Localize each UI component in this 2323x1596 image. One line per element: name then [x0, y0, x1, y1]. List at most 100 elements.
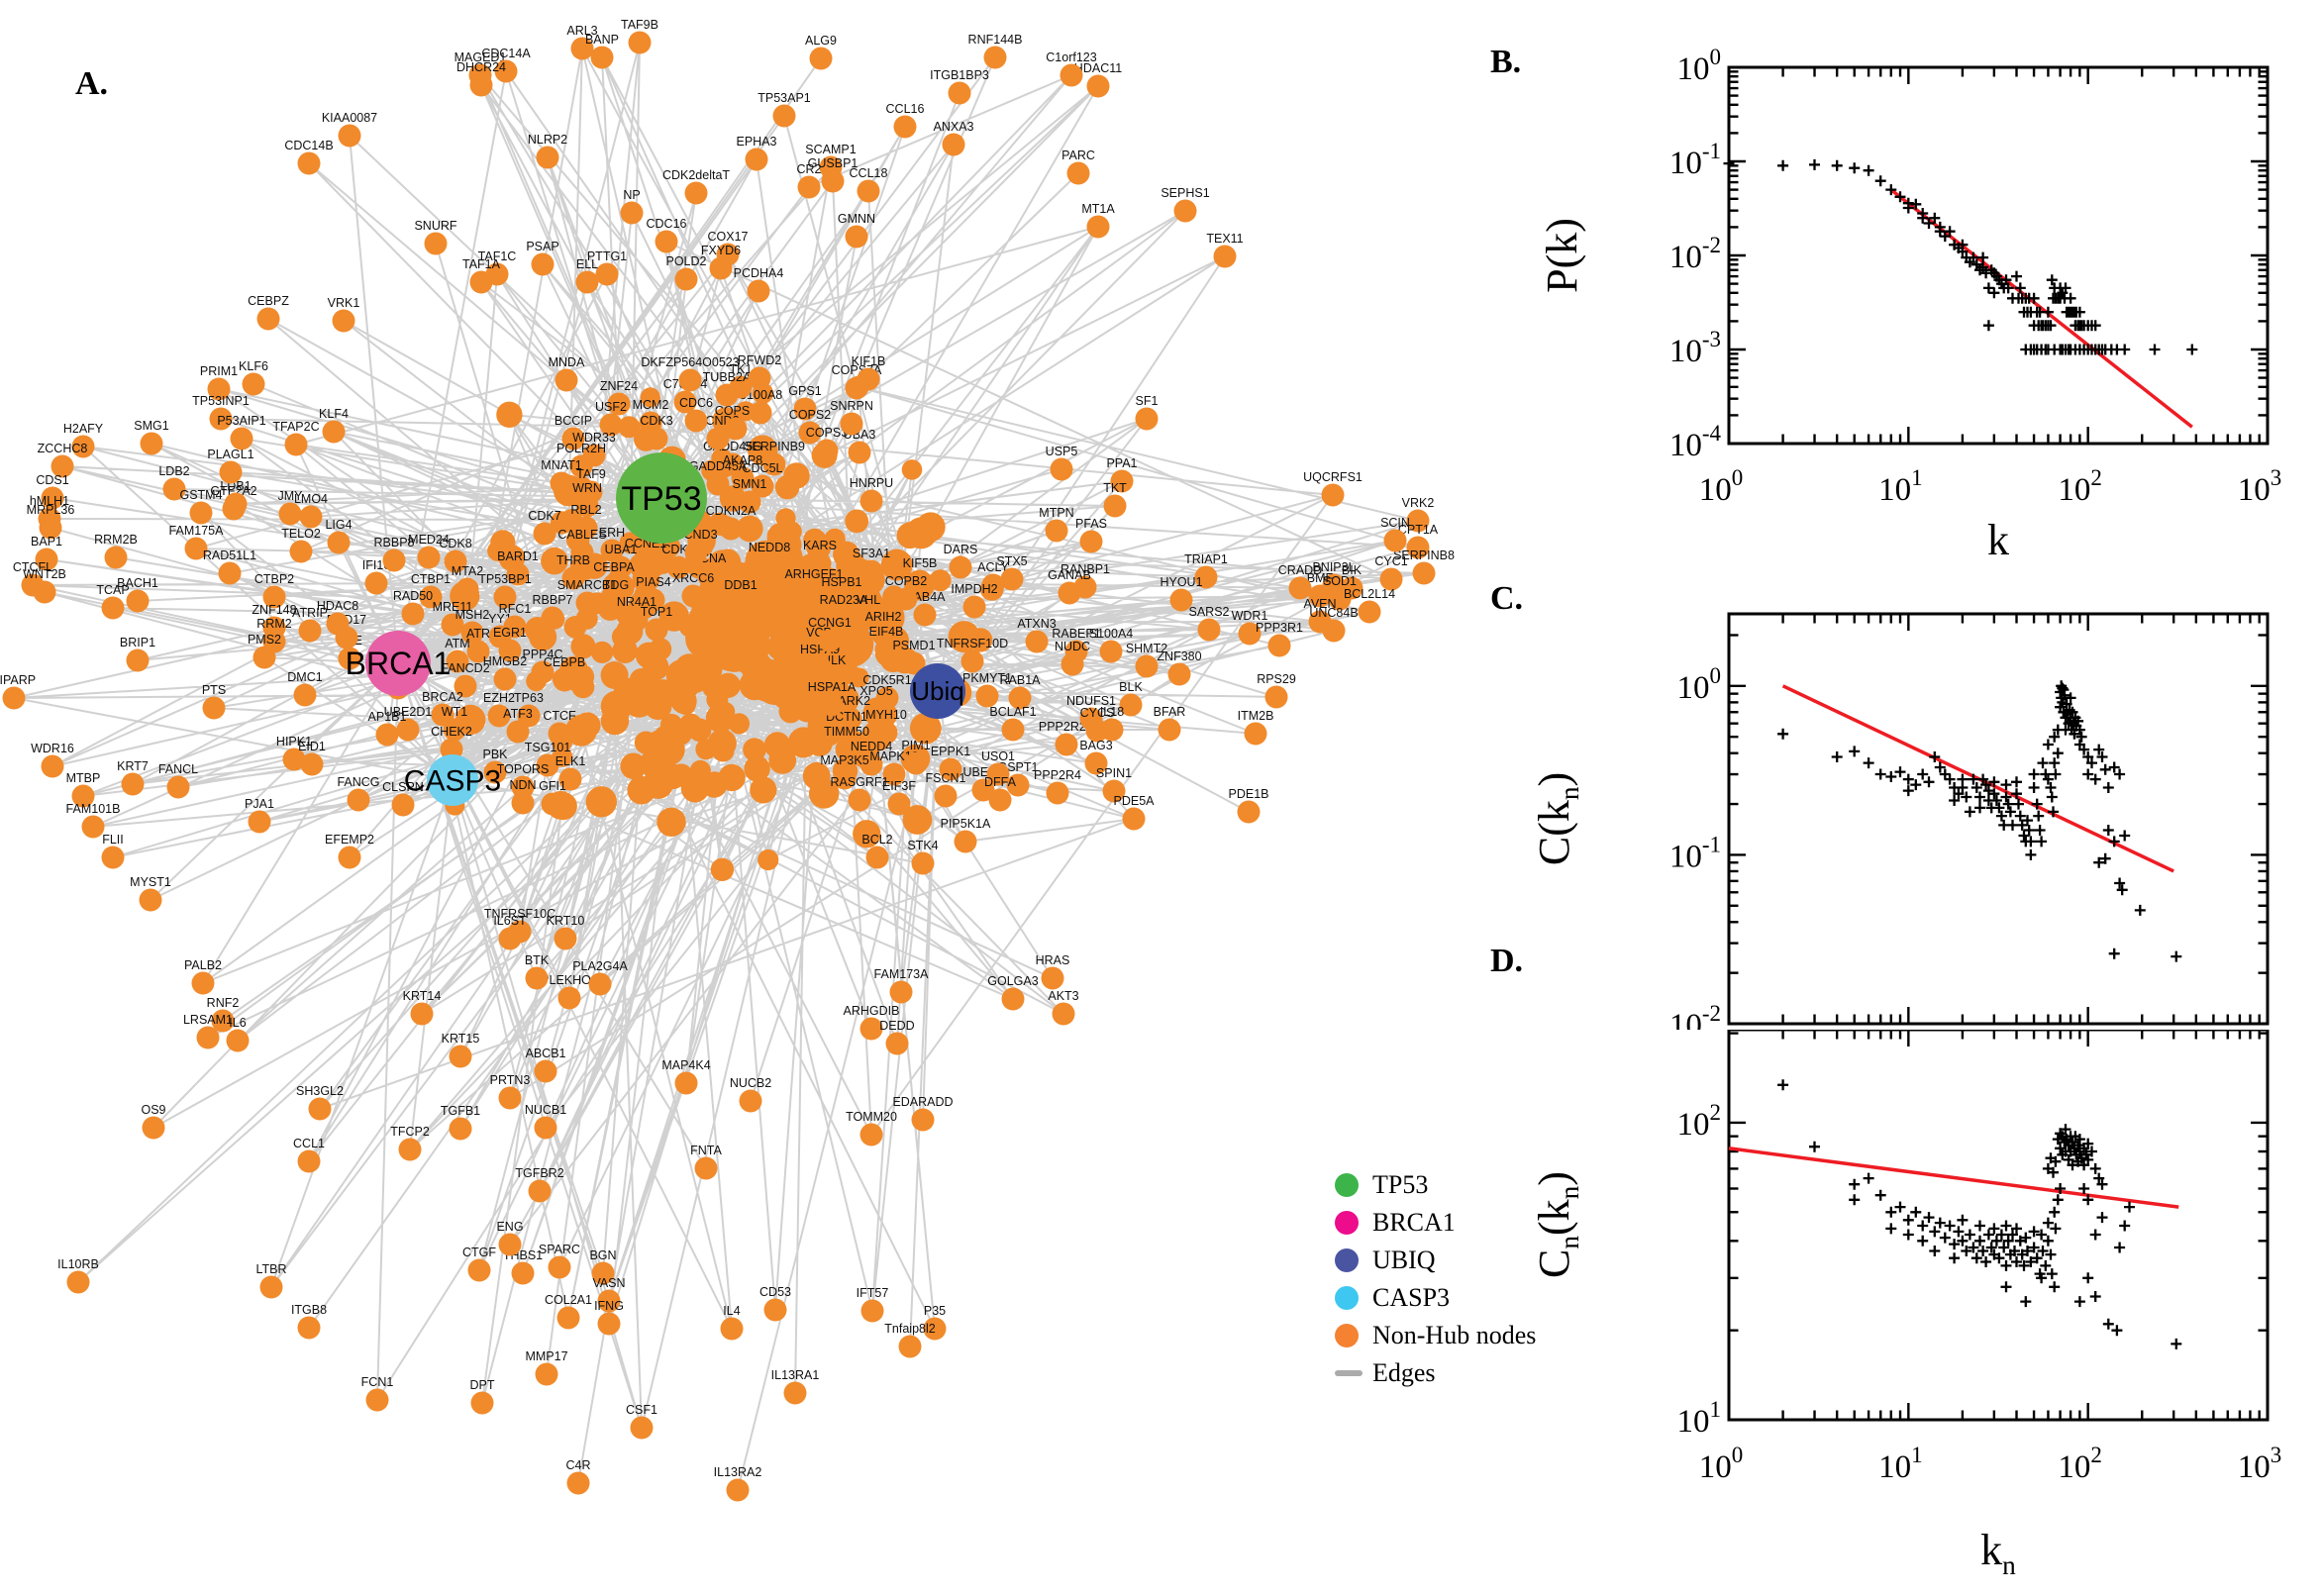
- network-node: COPB2: [885, 574, 927, 611]
- network-node: EPHA3: [737, 135, 777, 171]
- network-node-label: RBBP7: [533, 593, 573, 607]
- network-node: COPS6: [715, 404, 757, 441]
- axis-title: C(kn): [1530, 772, 1584, 865]
- network-node-label: PKMYT1: [962, 671, 1012, 685]
- network-node: JMY: [278, 489, 303, 526]
- network-node: PTTG1: [587, 249, 627, 286]
- network-node: VRK2: [1402, 496, 1434, 533]
- network-node: IL6ST: [493, 914, 527, 950]
- network-node: TAF9B: [621, 18, 658, 54]
- network-node: TUBB2A: [703, 370, 752, 407]
- legend-label: TP53: [1372, 1170, 1429, 1199]
- network-node-label: GOLGA3: [987, 974, 1038, 988]
- network-node-label: KIF5B: [903, 556, 938, 570]
- network-node: ITGB8: [291, 1303, 327, 1340]
- network-node: TKT: [1103, 481, 1127, 518]
- network-node-label: TIMM50: [824, 725, 869, 739]
- network-node: TP53BP1: [478, 572, 532, 609]
- network-node: IL4: [720, 1304, 744, 1341]
- legend-dot-swatch: [1335, 1173, 1359, 1197]
- network-node-label: RAD50: [393, 589, 433, 603]
- network-node: RAD50: [393, 589, 433, 626]
- network-node-label: RRM2B: [94, 533, 138, 547]
- network-node-label: PMS2: [248, 633, 281, 647]
- network-node-label: ZNF24: [600, 379, 638, 393]
- network-node-label: GANAB: [1048, 568, 1091, 582]
- network-node-label: VHL: [857, 593, 880, 607]
- network-core-node: [787, 727, 819, 758]
- network-node: PJA1: [245, 797, 274, 834]
- network-node: ZNF24: [600, 379, 638, 416]
- network-node: ATM: [445, 637, 470, 673]
- network-node: MTPN: [1039, 506, 1074, 543]
- network-core-node: [600, 690, 633, 723]
- legend-label: CASP3: [1372, 1283, 1451, 1312]
- network-node-label: C1orf123: [1046, 50, 1096, 64]
- network-node-label: FANCD2: [441, 661, 489, 675]
- network-node-label: PARC: [1061, 149, 1095, 162]
- network-node: SF1: [1135, 394, 1159, 431]
- network-node: SMN1: [733, 477, 766, 514]
- network-node: PCDHA4: [734, 266, 783, 303]
- network-node-label: CTCFL: [13, 560, 52, 574]
- network-legend: TP53 BRCA1 UBIQ CASP3 Non-Hub nodes Edges: [1335, 1166, 1536, 1392]
- network-node: CTBP1: [411, 572, 451, 609]
- network-node-label: SNRPN: [830, 399, 873, 413]
- network-node: AKAP8: [723, 453, 762, 490]
- network-node-label: IL13RA2: [714, 1465, 762, 1479]
- network-node: UBE2D1: [384, 705, 432, 742]
- network-node: AKT3: [1048, 989, 1079, 1026]
- network-node: NEDD8: [749, 541, 790, 577]
- axis-tick-label: 10-1: [1669, 139, 1721, 181]
- network-node: CTBP2: [254, 572, 294, 609]
- legend-item: Non-Hub nodes: [1335, 1317, 1536, 1354]
- network-node: SERPINB9: [744, 440, 805, 476]
- network-node-label: TFAP2C: [272, 420, 319, 434]
- legend-dot-swatch: [1335, 1211, 1359, 1235]
- network-node: MYST1: [130, 875, 171, 912]
- network-node-label: SERPINB9: [744, 440, 805, 453]
- network-node: NLRP2: [528, 133, 567, 169]
- network-node-label: COPS3: [806, 426, 848, 440]
- network-node-label: COX17: [708, 230, 749, 244]
- network-node: UQCRFS1: [1303, 470, 1363, 507]
- network-node-label: H2AFY: [63, 422, 104, 436]
- network-node: HRAS: [1036, 953, 1070, 990]
- network-node-label: HRAS: [1036, 953, 1070, 967]
- network-node-label: PIP5K1A: [941, 817, 991, 831]
- network-node-label: RFC1: [499, 602, 532, 616]
- network-node: KRT14: [403, 989, 441, 1026]
- network-node: PBK: [482, 748, 508, 784]
- network-node: MTBP: [66, 771, 100, 808]
- network-node-label: EPHA3: [737, 135, 777, 149]
- network-node-label: BACH1: [117, 576, 158, 590]
- network-node-label: RAD51L1: [203, 549, 256, 562]
- network-node-label: GPS1: [788, 384, 821, 398]
- hub-node-label: CASP3: [404, 765, 501, 798]
- network-node-label: KIF1B: [852, 354, 886, 368]
- network-node: SOD1: [1323, 574, 1357, 611]
- network-node-label: KLF6: [239, 359, 268, 373]
- network-core-node: [713, 637, 748, 671]
- network-core-node: [809, 778, 840, 809]
- network-node-label: HYOU1: [1160, 575, 1202, 589]
- network-node-label: NDN: [509, 778, 536, 792]
- network-node-label: KRT10: [547, 914, 585, 928]
- network-node: RAD23A: [820, 593, 868, 630]
- axis-tick-label: 101: [1677, 1397, 1722, 1440]
- network-core-node: [929, 569, 952, 592]
- network-node-label: ILK: [828, 653, 847, 667]
- network-node: KRT15: [442, 1032, 479, 1068]
- network-node-label: BLK: [1119, 680, 1143, 694]
- legend-item: UBIQ: [1335, 1242, 1536, 1279]
- network-node: FANCL: [158, 762, 198, 799]
- network-node: GFI1: [539, 779, 566, 816]
- network-node: TGFB1: [441, 1104, 480, 1141]
- network-node-label: TFCP2: [390, 1125, 430, 1139]
- network-node-label: MYH10: [865, 708, 907, 722]
- network-node-label: POLD2: [666, 254, 707, 268]
- network-core-node: [845, 509, 869, 534]
- network-node: RBBP8: [374, 536, 415, 572]
- network-node-label: IL6: [229, 1016, 246, 1030]
- network-node-label: SMG1: [134, 419, 168, 433]
